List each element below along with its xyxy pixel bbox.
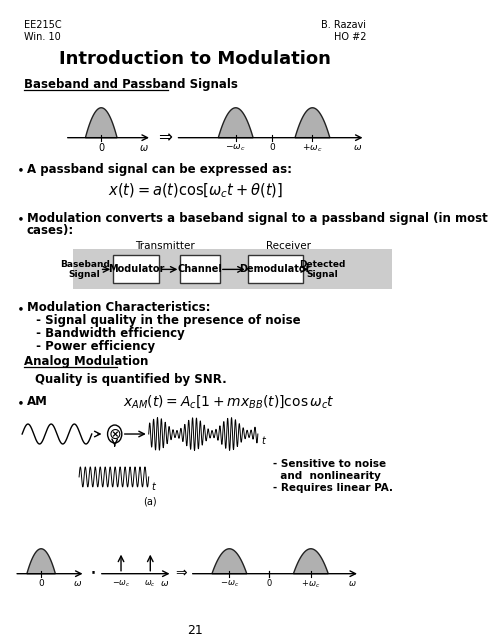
Text: t: t (261, 436, 265, 446)
Circle shape (107, 425, 122, 443)
Polygon shape (86, 108, 117, 138)
Text: $x(t) = a(t)\cos[\omega_c t + \theta(t)]$: $x(t) = a(t)\cos[\omega_c t + \theta(t)]… (108, 182, 283, 200)
Text: - Bandwidth efficiency: - Bandwidth efficiency (32, 327, 185, 340)
Text: t: t (152, 482, 156, 492)
Text: 0: 0 (38, 579, 44, 588)
Text: Transmitter: Transmitter (135, 241, 195, 252)
Text: Receiver: Receiver (266, 241, 311, 252)
Text: $\omega_c$: $\omega_c$ (145, 579, 156, 589)
Text: $\bullet$: $\bullet$ (16, 395, 24, 408)
Text: - Signal quality in the presence of noise: - Signal quality in the presence of nois… (32, 314, 300, 327)
Polygon shape (212, 548, 247, 573)
Polygon shape (294, 548, 328, 573)
Text: A passband signal can be expressed as:: A passband signal can be expressed as: (27, 163, 292, 175)
Text: $\otimes$: $\otimes$ (108, 426, 121, 442)
Text: $\bullet$: $\bullet$ (16, 163, 24, 175)
FancyBboxPatch shape (248, 255, 303, 284)
Text: $\Rightarrow$: $\Rightarrow$ (173, 564, 188, 579)
Text: $\omega$: $\omega$ (139, 143, 149, 153)
Text: $x_{AM}(t) = A_c[1 + mx_{BB}(t)]\cos\omega_c t$: $x_{AM}(t) = A_c[1 + mx_{BB}(t)]\cos\ome… (123, 393, 335, 410)
Text: $\bullet$: $\bullet$ (16, 211, 24, 225)
Text: $\omega$: $\omega$ (353, 143, 362, 152)
FancyBboxPatch shape (180, 255, 220, 284)
Text: 0: 0 (98, 143, 104, 153)
Text: Detected
Signal: Detected Signal (299, 260, 346, 279)
Text: Introduction to Modulation: Introduction to Modulation (59, 50, 331, 68)
Text: HO #2: HO #2 (334, 32, 366, 42)
Text: Demodulator: Demodulator (240, 264, 311, 275)
FancyBboxPatch shape (73, 250, 266, 289)
Polygon shape (27, 548, 55, 573)
Text: $\Rightarrow$: $\Rightarrow$ (155, 128, 174, 146)
Text: B. Razavi: B. Razavi (321, 20, 366, 30)
Text: and  nonlinearity: and nonlinearity (273, 471, 381, 481)
Text: $\cdot$: $\cdot$ (89, 562, 96, 582)
Text: Channel: Channel (178, 264, 223, 275)
Text: 0: 0 (266, 579, 272, 588)
Text: $\omega$: $\omega$ (347, 579, 356, 588)
Text: 0: 0 (269, 143, 275, 152)
Text: $-\omega_c$: $-\omega_c$ (220, 579, 239, 589)
Text: Modulator: Modulator (108, 264, 164, 275)
Text: Modulation converts a baseband signal to a passband signal (in most: Modulation converts a baseband signal to… (27, 211, 488, 225)
Text: Quality is quantified by SNR.: Quality is quantified by SNR. (35, 373, 227, 386)
Text: Analog Modulation: Analog Modulation (24, 355, 148, 368)
Text: 21: 21 (188, 623, 203, 637)
Text: - Requires linear PA.: - Requires linear PA. (273, 483, 393, 493)
Text: AM: AM (27, 395, 48, 408)
Text: cases):: cases): (27, 225, 74, 237)
Text: $-\omega_c$: $-\omega_c$ (112, 579, 130, 589)
Text: - Power efficiency: - Power efficiency (32, 340, 155, 353)
Text: $-\omega_c$: $-\omega_c$ (225, 143, 246, 153)
Text: Baseband and Passband Signals: Baseband and Passband Signals (24, 78, 238, 91)
Text: $\omega$: $\omega$ (160, 579, 169, 588)
Text: $+\omega_c$: $+\omega_c$ (302, 143, 323, 154)
Text: Baseband
Signal: Baseband Signal (60, 260, 109, 279)
Text: $\omega$: $\omega$ (73, 579, 82, 588)
Text: Modulation Characteristics:: Modulation Characteristics: (27, 301, 210, 314)
FancyBboxPatch shape (266, 250, 392, 289)
Text: Win. 10: Win. 10 (24, 32, 60, 42)
Polygon shape (218, 108, 253, 138)
Polygon shape (295, 108, 330, 138)
FancyBboxPatch shape (113, 255, 159, 284)
Text: - Sensitive to noise: - Sensitive to noise (273, 459, 386, 469)
Text: (a): (a) (144, 497, 157, 507)
Text: $+\omega_c$: $+\omega_c$ (301, 579, 320, 590)
Text: $\bullet$: $\bullet$ (16, 301, 24, 314)
Text: EE215C: EE215C (24, 20, 61, 30)
